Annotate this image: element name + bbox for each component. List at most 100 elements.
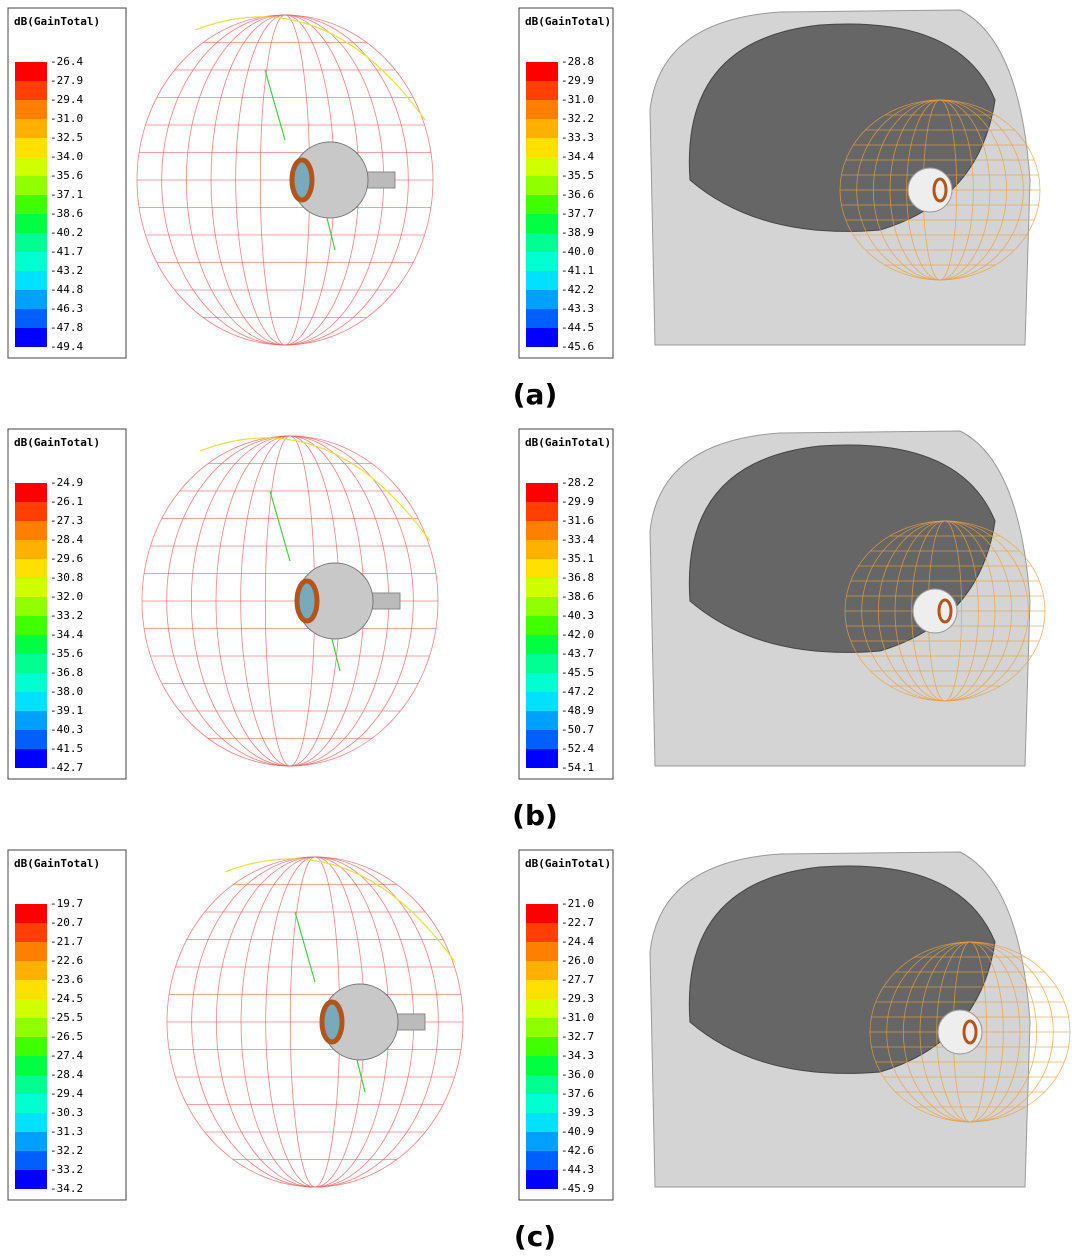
swatch bbox=[526, 81, 558, 100]
swatch bbox=[526, 540, 558, 559]
legend-label: -20.7 bbox=[50, 916, 83, 929]
legend-title: dB(GainTotal) bbox=[525, 857, 611, 870]
swatch bbox=[15, 904, 47, 923]
swatch bbox=[526, 616, 558, 635]
swatch bbox=[526, 195, 558, 214]
legend-label: -49.4 bbox=[50, 340, 83, 353]
legend-label: -50.7 bbox=[561, 723, 594, 736]
legend-label: -39.3 bbox=[561, 1106, 594, 1119]
swatch bbox=[15, 176, 47, 195]
legend-label: -46.3 bbox=[50, 302, 83, 315]
swatch bbox=[15, 502, 47, 521]
legend-label: -41.1 bbox=[561, 264, 594, 277]
swatch bbox=[526, 138, 558, 157]
swatch bbox=[15, 923, 47, 942]
legend-label: -40.3 bbox=[50, 723, 83, 736]
swatch bbox=[526, 730, 558, 749]
legend-label: -33.2 bbox=[50, 609, 83, 622]
legend-label: -37.1 bbox=[50, 188, 83, 201]
legend: dB(GainTotal)-19.7-20.7-21.7-22.6-23.6-2… bbox=[8, 850, 126, 1200]
swatch bbox=[526, 1094, 558, 1113]
swatch bbox=[526, 271, 558, 290]
swatch bbox=[526, 483, 558, 502]
swatch bbox=[15, 1075, 47, 1094]
legend-label: -32.7 bbox=[561, 1030, 594, 1043]
legend-label: -33.3 bbox=[561, 131, 594, 144]
legend: dB(GainTotal)-28.8-29.9-31.0-32.2-33.3-3… bbox=[519, 8, 613, 358]
legend-label: -29.9 bbox=[561, 495, 594, 508]
swatch bbox=[15, 157, 47, 176]
legend-label: -41.5 bbox=[50, 742, 83, 755]
swatch bbox=[15, 961, 47, 980]
swatch bbox=[526, 597, 558, 616]
legend-label: -42.0 bbox=[561, 628, 594, 641]
swatch bbox=[526, 309, 558, 328]
swatch bbox=[15, 328, 47, 347]
legend-label: -26.1 bbox=[50, 495, 83, 508]
radiation-pattern bbox=[142, 436, 438, 766]
legend-label: -21.7 bbox=[50, 935, 83, 948]
swatch bbox=[526, 1151, 558, 1170]
legend-label: -41.7 bbox=[50, 245, 83, 258]
legend-label: -47.2 bbox=[561, 685, 594, 698]
swatch bbox=[526, 502, 558, 521]
radiation-pattern bbox=[167, 857, 463, 1187]
legend-label: -24.5 bbox=[50, 992, 83, 1005]
legend-label: -28.4 bbox=[50, 1068, 83, 1081]
legend-title: dB(GainTotal) bbox=[14, 15, 100, 28]
legend-label: -48.9 bbox=[561, 704, 594, 717]
swatch bbox=[526, 923, 558, 942]
legend-title: dB(GainTotal) bbox=[14, 857, 100, 870]
head-model bbox=[650, 10, 1040, 345]
legend-label: -35.5 bbox=[561, 169, 594, 182]
head-model bbox=[650, 431, 1045, 766]
figure: dB(GainTotal)-26.4-27.9-29.4-31.0-32.5-3… bbox=[0, 0, 1087, 1257]
legend-label: -29.6 bbox=[50, 552, 83, 565]
legend-label: -43.2 bbox=[50, 264, 83, 277]
swatch bbox=[15, 749, 47, 768]
legend-label: -34.2 bbox=[50, 1182, 83, 1195]
swatch bbox=[526, 749, 558, 768]
swatch bbox=[526, 100, 558, 119]
swatch bbox=[15, 119, 47, 138]
swatch bbox=[526, 1075, 558, 1094]
legend-label: -45.9 bbox=[561, 1182, 594, 1195]
legend: dB(GainTotal)-24.9-26.1-27.3-28.4-29.6-3… bbox=[8, 429, 126, 779]
legend-label: -40.3 bbox=[561, 609, 594, 622]
swatch bbox=[526, 559, 558, 578]
swatch bbox=[526, 1113, 558, 1132]
legend-label: -29.9 bbox=[561, 74, 594, 87]
swatch bbox=[526, 1056, 558, 1075]
legend-label: -21.0 bbox=[561, 897, 594, 910]
swatch bbox=[526, 176, 558, 195]
legend-label: -27.7 bbox=[561, 973, 594, 986]
legend-label: -43.7 bbox=[561, 647, 594, 660]
legend-label: -40.0 bbox=[561, 245, 594, 258]
swatch bbox=[526, 233, 558, 252]
legend-label: -45.6 bbox=[561, 340, 594, 353]
swatch bbox=[15, 1056, 47, 1075]
legend-label: -31.0 bbox=[561, 1011, 594, 1024]
swatch bbox=[15, 1018, 47, 1037]
legend-label: -26.0 bbox=[561, 954, 594, 967]
swatch bbox=[15, 138, 47, 157]
swatch bbox=[15, 673, 47, 692]
legend-label: -27.3 bbox=[50, 514, 83, 527]
swatch bbox=[526, 214, 558, 233]
legend-label: -44.5 bbox=[561, 321, 594, 334]
swatch bbox=[526, 1018, 558, 1037]
swatch bbox=[526, 942, 558, 961]
swatch bbox=[526, 252, 558, 271]
legend: dB(GainTotal)-26.4-27.9-29.4-31.0-32.5-3… bbox=[8, 8, 126, 358]
swatch bbox=[526, 961, 558, 980]
ring bbox=[297, 581, 317, 621]
swatch bbox=[526, 635, 558, 654]
ring bbox=[322, 1002, 342, 1042]
legend-label: -38.6 bbox=[50, 207, 83, 220]
legend-label: -40.9 bbox=[561, 1125, 594, 1138]
legend-label: -19.7 bbox=[50, 897, 83, 910]
swatch bbox=[526, 290, 558, 309]
legend-label: -22.7 bbox=[561, 916, 594, 929]
swatch bbox=[15, 271, 47, 290]
legend-label: -28.8 bbox=[561, 55, 594, 68]
